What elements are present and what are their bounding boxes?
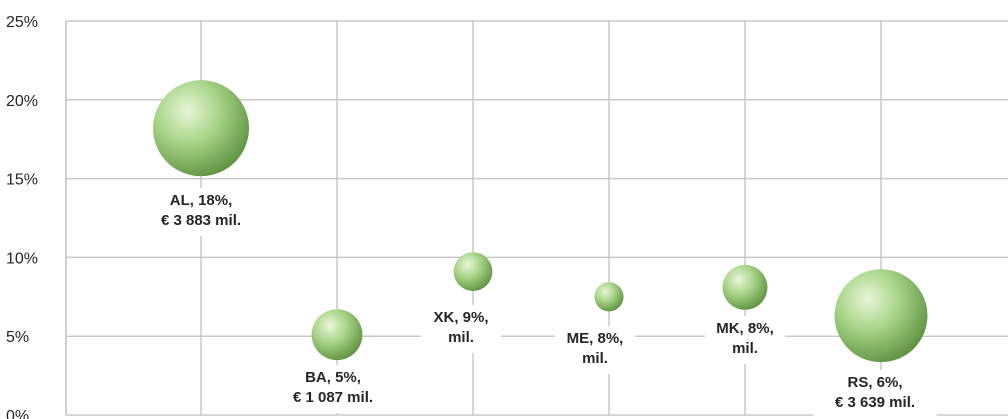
bubble-ba bbox=[311, 309, 363, 361]
bubble-label-bg bbox=[271, 365, 395, 413]
bubble-label-xk: XK, 9%, bbox=[433, 309, 488, 326]
bubble-mk bbox=[722, 264, 768, 310]
y-tick-label: 0% bbox=[6, 408, 29, 419]
bubble-rs bbox=[834, 269, 928, 363]
y-tick-label: 10% bbox=[6, 250, 38, 267]
bubble-label-bg bbox=[139, 188, 263, 236]
y-tick-label: 5% bbox=[6, 329, 29, 346]
bubble-label-ba: BA, 5%, bbox=[305, 369, 361, 386]
bubble-label-ba: € 1 087 mil. bbox=[293, 389, 373, 406]
bubble-label-me: ME, 8%, bbox=[567, 330, 624, 347]
bubble-label-al: € 3 883 mil. bbox=[161, 212, 241, 229]
bubble-label-rs: RS, 6%, bbox=[847, 374, 902, 391]
bubble-al bbox=[153, 80, 249, 177]
bubble-label-mk: MK, 8%, bbox=[716, 320, 774, 337]
bubble-label-bg bbox=[813, 370, 937, 418]
bubble-labels: AL, 18%, € 3 883 mil. BA, 5%, € 1 087 mil. X… bbox=[139, 188, 937, 418]
bubble-label-xk: mil. bbox=[448, 329, 474, 346]
bubbles bbox=[153, 80, 928, 363]
y-axis-ticks: 0% 5% 10% 15% 20% 25% bbox=[6, 14, 38, 419]
y-tick-label: 15% bbox=[6, 172, 38, 189]
y-tick-label: 20% bbox=[6, 93, 38, 110]
bubble-me bbox=[594, 282, 624, 312]
bubble-label-bg bbox=[704, 316, 786, 364]
bubble-label-me: mil. bbox=[582, 350, 608, 367]
bubble-label-mk: mil. bbox=[732, 340, 758, 357]
bubble-xk bbox=[453, 252, 493, 291]
bubble-label-al: AL, 18%, bbox=[170, 192, 233, 209]
bubble-label-bg bbox=[554, 326, 636, 374]
bubble-label-rs: € 3 639 mil. bbox=[835, 394, 915, 411]
bubble-label-bg bbox=[420, 305, 502, 353]
y-tick-label: 25% bbox=[6, 14, 38, 31]
